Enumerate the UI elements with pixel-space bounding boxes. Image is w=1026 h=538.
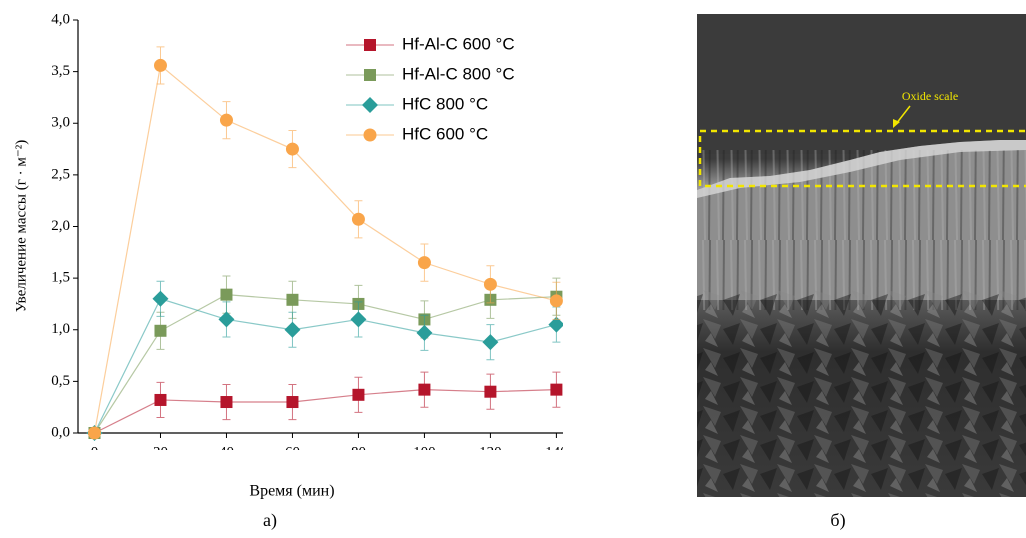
image-annotation: Oxide scale — [902, 89, 958, 103]
series-line — [93, 298, 557, 434]
y-tick-label: 0,5 — [51, 373, 70, 389]
marker — [482, 334, 499, 351]
marker — [154, 324, 167, 337]
plot-area — [86, 46, 563, 441]
marker — [352, 388, 365, 401]
legend-label: HfC 600 °C — [402, 124, 488, 143]
y-tick-label: 2,0 — [51, 218, 70, 234]
marker — [483, 277, 497, 291]
marker — [153, 58, 167, 72]
y-tick-label: 2,5 — [51, 166, 70, 182]
marker — [351, 212, 365, 226]
x-tick-label: 140 — [545, 444, 568, 460]
marker — [220, 288, 233, 301]
marker — [416, 324, 433, 341]
y-tick-label: 3,5 — [51, 63, 70, 79]
marker — [286, 396, 299, 409]
sem-image: Oxide scale — [697, 14, 1026, 497]
y-axis-label: Увеличение массы (г · м⁻²) — [13, 140, 29, 313]
marker — [350, 311, 367, 328]
marker — [549, 294, 563, 308]
x-tick-label: 80 — [351, 444, 366, 460]
marker — [484, 385, 497, 398]
marker — [220, 396, 233, 409]
marker — [550, 383, 563, 396]
y-tick-label: 4,0 — [51, 11, 70, 27]
marker — [285, 142, 299, 156]
marker — [364, 69, 376, 81]
y-tick-label: 3,0 — [51, 115, 70, 131]
marker — [87, 426, 101, 440]
y-tick-label: 1,0 — [51, 321, 70, 337]
panel-label: а) — [263, 510, 277, 531]
marker — [417, 256, 431, 270]
marker — [363, 128, 377, 142]
marker — [418, 383, 431, 396]
y-tick-label: 1,5 — [51, 270, 70, 286]
x-tick-label: 100 — [413, 444, 436, 460]
marker — [152, 290, 169, 307]
x-axis-label: Время (мин) — [249, 483, 334, 500]
x-ticks: 0 20 40 60 80 100 120 140 — [91, 444, 568, 460]
marker — [362, 97, 378, 113]
x-tick-label: 60 — [285, 444, 300, 460]
marker — [219, 113, 233, 127]
marker — [364, 39, 376, 51]
x-tick-label: 40 — [219, 444, 234, 460]
series-line — [93, 64, 557, 434]
marker — [218, 311, 235, 328]
marker — [548, 316, 563, 333]
marker — [154, 393, 167, 406]
x-tick-label: 0 — [91, 444, 99, 460]
legend-label: HfC 800 °C — [402, 94, 488, 113]
marker — [284, 321, 301, 338]
x-tick-label: 120 — [479, 444, 502, 460]
y-tick-label: 0,0 — [51, 424, 70, 440]
x-tick-label: 20 — [153, 444, 168, 460]
legend-label: Hf-Al-C 600 °C — [402, 34, 515, 53]
marker — [286, 293, 299, 306]
series-line — [94, 389, 557, 434]
legend-label: Hf-Al-C 800 °C — [402, 64, 515, 83]
series-line — [93, 294, 557, 434]
panel-label: б) — [830, 510, 845, 531]
